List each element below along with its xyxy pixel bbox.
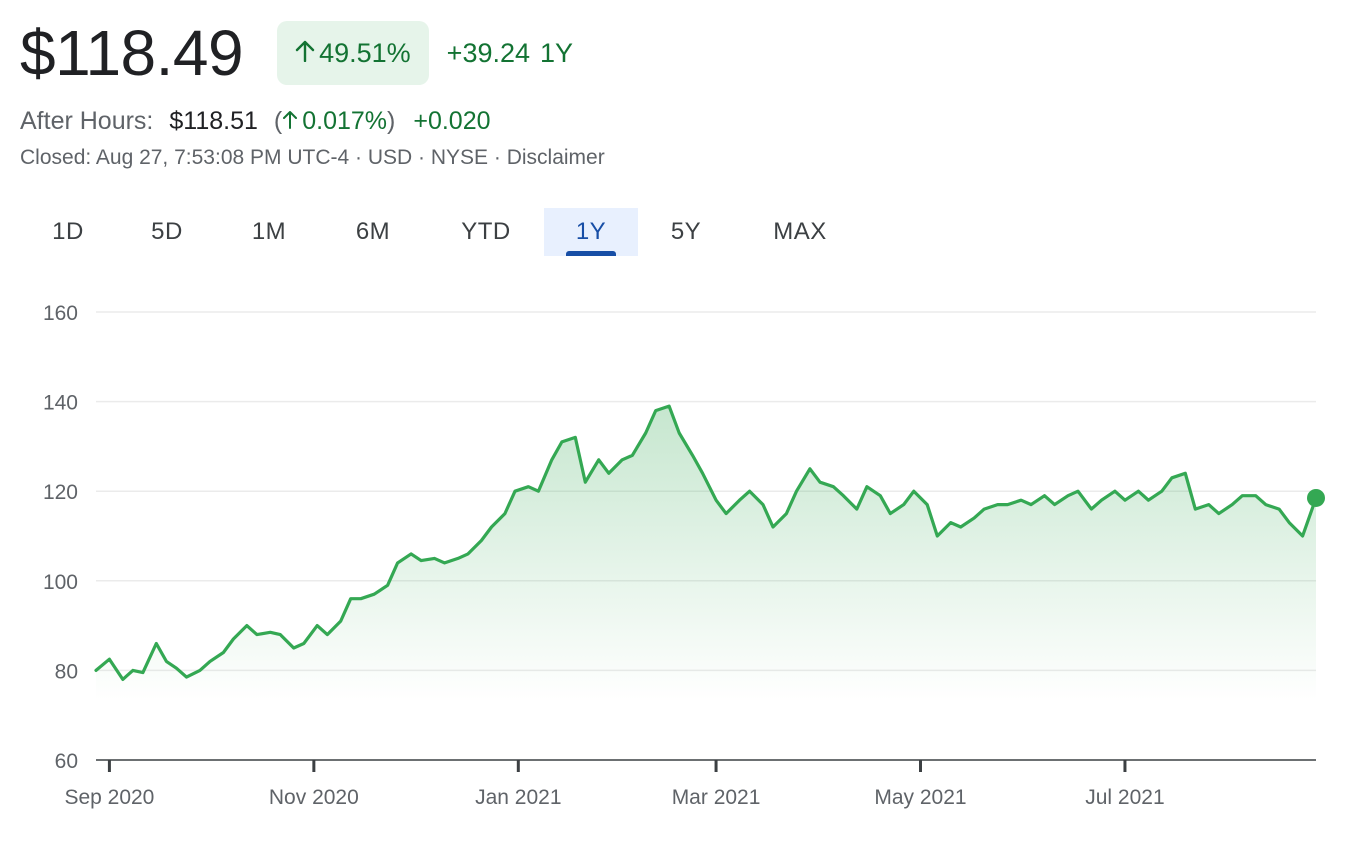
tab-label: YTD [461,218,511,245]
open-paren: ( [273,106,283,135]
price-line [94,404,1318,681]
tab-1m[interactable]: 1M [220,208,318,256]
price-area-fill [96,406,1316,700]
x-tick-label: Jan 2021 [475,786,561,809]
y-tick-label: 140 [43,392,78,415]
y-tick-label: 60 [55,750,78,773]
change-percent-badge: 49.51% [277,21,429,85]
last-price-dot [1307,488,1325,507]
tab-max[interactable]: MAX [734,208,866,256]
after-hours-change-percent: 0.017% [302,106,388,135]
close-time: Closed: Aug 27, 7:53:08 PM UTC-4 [20,146,350,169]
x-axis: Sep 2020 Nov 2020 Jan 2021 Mar 2021 May 2021… [64,759,1316,809]
tab-label: 1Y [575,218,607,245]
tab-5d[interactable]: 5D [114,208,220,256]
tab-5y[interactable]: 5Y [638,208,734,256]
price-chart[interactable]: 60 80 100 120 140 160 Sep 2020 Nov 2020 Jan 202… [0,280,1360,844]
after-hours-change-percent-group: (0.017%) [274,107,395,136]
price-area [96,406,1316,700]
tab-indicator [566,251,616,256]
price-line-group [94,404,1325,681]
y-tick-label: 100 [43,571,78,594]
y-tick-label: 120 [43,481,78,504]
y-tick-label: 80 [55,660,78,683]
x-tick-label: Jul 2021 [1085,786,1164,809]
y-axis: 60 80 100 120 140 160 [43,302,78,773]
tab-label: 1D [52,218,84,245]
tab-1d[interactable]: 1D [22,208,114,256]
after-hours-change-absolute: +0.020 [413,106,491,135]
change-percent: 49.51% [319,37,411,68]
exchange: NYSE [412,146,488,169]
current-price: $118.49 [20,17,244,89]
tab-1y[interactable]: 1Y [544,208,638,256]
range-tabs: 1D 5D 1M 6M YTD 1Y 5Y MAX [22,208,866,256]
change-period: 1Y [540,37,574,68]
arrow-up-icon [295,38,315,69]
tab-label: 5Y [670,218,702,245]
change-absolute-group: +39.24 1Y [447,38,573,69]
market-meta: Closed: Aug 27, 7:53:08 PM UTC-4USDNYSED… [20,146,1340,174]
currency: USD [349,146,412,169]
tab-label: MAX [773,218,827,245]
tab-label: 5D [151,218,183,245]
close-paren: ) [387,106,396,135]
after-hours-row: After Hours: $118.51 (0.017%) +0.020 [20,106,1340,136]
y-tick-label: 160 [43,302,78,325]
price-row: $118.49 49.51% +39.24 1Y [20,14,1340,92]
x-tick-label: Mar 2021 [672,786,761,809]
x-tick-label: May 2021 [874,786,966,809]
disclaimer-link[interactable]: Disclaimer [488,146,605,169]
after-hours-price: $118.51 [169,106,258,135]
x-tick-label: Nov 2020 [269,786,359,809]
after-hours-label: After Hours: [20,106,154,135]
tab-label: 1M [251,218,287,245]
arrow-up-icon [282,107,298,136]
tab-ytd[interactable]: YTD [428,208,544,256]
quote-header: $118.49 49.51% +39.24 1Y After Hours: $1… [20,14,1340,174]
tab-6m[interactable]: 6M [318,208,428,256]
x-tick-label: Sep 2020 [64,786,154,809]
change-absolute: +39.24 [446,37,531,68]
tab-label: 6M [355,218,391,245]
